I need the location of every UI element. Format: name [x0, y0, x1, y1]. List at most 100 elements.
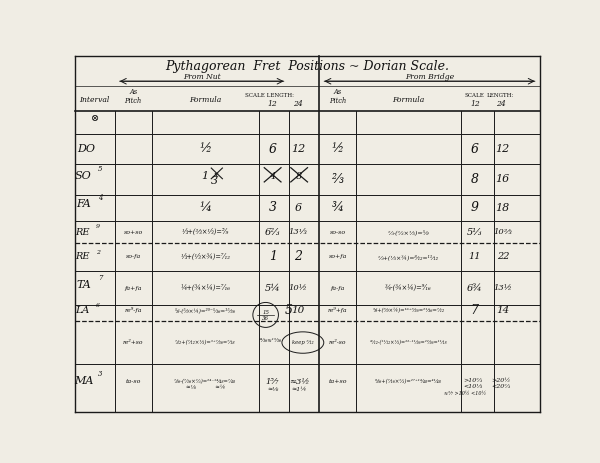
Text: 5: 5 — [98, 165, 103, 174]
Text: 12: 12 — [291, 144, 305, 154]
Text: 8: 8 — [471, 173, 479, 186]
Text: ≈⁵⁄₇ >10½ <10½: ≈⁵⁄₇ >10½ <10½ — [445, 391, 487, 396]
Text: ⁷⁄₁₂+(⁷⁄₁₂×⅓)=³⁺⁷⁄₃₆=⁷⁄₁₈: ⁷⁄₁₂+(⁷⁄₁₂×⅓)=³⁺⁷⁄₃₆=⁷⁄₁₈ — [175, 340, 235, 345]
Text: 13½: 13½ — [493, 284, 512, 292]
Text: 24: 24 — [496, 100, 505, 108]
Text: 6: 6 — [269, 143, 277, 156]
Text: 18: 18 — [496, 203, 510, 213]
Text: ¹⁴⁄₃₆≈¹⁵⁄₃₆: ¹⁴⁄₃₆≈¹⁵⁄₃₆ — [259, 338, 282, 343]
Text: RE: RE — [75, 252, 89, 262]
Text: As
Pitch: As Pitch — [329, 88, 346, 105]
Text: re⁹-fa: re⁹-fa — [124, 307, 142, 313]
Text: re⁹+fa: re⁹+fa — [328, 307, 347, 313]
Text: SCALE LENGTH:: SCALE LENGTH: — [245, 94, 293, 98]
Text: 4: 4 — [98, 194, 103, 202]
Text: 9: 9 — [471, 201, 479, 214]
Text: ⊗: ⊗ — [91, 114, 99, 123]
Text: ⅔: ⅔ — [332, 173, 344, 186]
Text: 6¾: 6¾ — [467, 284, 483, 293]
Text: 13⅓: 13⅓ — [289, 228, 308, 236]
Text: <20⅔: <20⅔ — [491, 384, 510, 389]
Text: ¼+(¾×¼)=⁷⁄₁₆: ¼+(¾×¼)=⁷⁄₁₆ — [180, 284, 230, 292]
Text: DO: DO — [77, 144, 95, 154]
Text: 14: 14 — [496, 306, 509, 315]
Text: ≈3½: ≈3½ — [289, 378, 310, 386]
Text: ≈⅛: ≈⅛ — [267, 387, 278, 392]
Text: ⁵⁄₉-(⁵⁄₉×¼)=²⁰⁻⁵⁄₃₆=¹⁵⁄₃₆: ⁵⁄₉-(⁵⁄₉×¼)=²⁰⁻⁵⁄₃₆=¹⁵⁄₃₆ — [175, 307, 236, 313]
Text: ta+so: ta+so — [328, 379, 347, 384]
Text: ¼: ¼ — [199, 201, 211, 214]
Text: 12: 12 — [496, 144, 510, 154]
Text: ≈1¼: ≈1¼ — [292, 387, 307, 392]
Text: ≈⅛           ≈¼: ≈⅛ ≈¼ — [185, 385, 225, 390]
Text: 8: 8 — [296, 172, 302, 181]
Text: 6⅔: 6⅔ — [265, 227, 281, 237]
Text: As
Pitch: As Pitch — [125, 88, 142, 105]
Text: 7: 7 — [98, 274, 103, 282]
Text: ⁹⁄₁₆+(⁷⁄₁₆×⅔)=²⁷⁺¹⁴⁄₄₈=⁴¹⁄₄₈: ⁹⁄₁₆+(⁷⁄₁₆×⅔)=²⁷⁺¹⁴⁄₄₈=⁴¹⁄₄₈ — [375, 379, 442, 384]
Text: 5⅓: 5⅓ — [467, 227, 483, 237]
Text: 4: 4 — [269, 172, 276, 181]
Text: 22: 22 — [497, 252, 509, 262]
Text: ⅓+(⅓×¾)=⁷⁄₁₂: ⅓+(⅓×¾)=⁷⁄₁₂ — [180, 253, 230, 261]
Text: Formula: Formula — [392, 96, 425, 104]
Text: 10½: 10½ — [289, 284, 308, 292]
Text: LA: LA — [75, 306, 89, 315]
Text: From Nut: From Nut — [183, 73, 221, 81]
Text: fa-fa: fa-fa — [331, 286, 345, 291]
Text: 2: 2 — [96, 250, 100, 255]
Text: TA: TA — [76, 280, 91, 290]
Text: ⅔-(⅔×⅓)=⁵⁄₉: ⅔-(⅔×⅓)=⁵⁄₉ — [388, 229, 430, 235]
Text: LENGTH:: LENGTH: — [487, 94, 514, 98]
Text: ⅔+(⅓×¾)=⁸⁄₁₂=¹¹⁄₁₂: ⅔+(⅓×¾)=⁸⁄₁₂=¹¹⁄₁₂ — [378, 254, 439, 260]
Text: 1: 1 — [202, 171, 209, 181]
Text: ¾: ¾ — [332, 201, 344, 214]
Text: x: x — [214, 171, 219, 179]
Text: >20½: >20½ — [491, 378, 510, 382]
Text: 11: 11 — [469, 252, 481, 262]
Text: Interval: Interval — [80, 96, 110, 104]
Text: 15: 15 — [262, 310, 269, 314]
Text: 1⁵⁄₇: 1⁵⁄₇ — [266, 378, 280, 386]
Text: 12: 12 — [268, 100, 277, 108]
Text: MA: MA — [74, 376, 93, 386]
Text: so-so: so-so — [329, 230, 346, 235]
Text: 10⅔: 10⅔ — [493, 228, 512, 236]
Text: Pythagorean  Fret  Positions ~ Dorian Scale.: Pythagorean Fret Positions ~ Dorian Scal… — [166, 61, 449, 74]
Text: ½: ½ — [332, 143, 344, 156]
Text: 3: 3 — [269, 201, 277, 214]
Text: 24: 24 — [293, 100, 303, 108]
Text: FA: FA — [76, 200, 91, 209]
Text: From Bridge: From Bridge — [405, 73, 454, 81]
Text: Formula: Formula — [189, 96, 221, 104]
Text: re²-so: re²-so — [329, 340, 346, 345]
Text: 16: 16 — [496, 175, 510, 184]
Text: ⁷⁄₁₆-(⁷⁄₁₆×⅔)=²⁴⁻¹⁴⁄₄₈=⁷⁄₄₈: ⁷⁄₁₆-(⁷⁄₁₆×⅔)=²⁴⁻¹⁴⁄₄₈=⁷⁄₄₈ — [174, 379, 236, 384]
Text: ¾-(¾×¼)=⁹⁄₁₆: ¾-(¾×¼)=⁹⁄₁₆ — [385, 284, 432, 292]
Text: fa+fa: fa+fa — [124, 286, 142, 291]
Text: ⅓+(⅔×⅓)=⁵⁄₉: ⅓+(⅔×⅓)=⁵⁄₉ — [182, 228, 229, 236]
Text: SO: SO — [75, 171, 92, 181]
Text: 1: 1 — [269, 250, 277, 263]
Text: 3: 3 — [211, 176, 218, 186]
Text: ½: ½ — [199, 143, 211, 156]
Text: 5: 5 — [285, 304, 293, 317]
Text: 36: 36 — [262, 316, 269, 321]
Text: SCALE: SCALE — [465, 94, 485, 98]
Text: ¹¹⁄₁₂-(¹¹⁄₁₂×⅓)=³³⁻¹¹⁄₃₆=²²⁄₃₆=¹¹⁄₁₈: ¹¹⁄₁₂-(¹¹⁄₁₂×⅓)=³³⁻¹¹⁄₃₆=²²⁄₃₆=¹¹⁄₁₈ — [370, 340, 448, 345]
Text: <10⅓: <10⅓ — [463, 384, 482, 389]
Text: RE: RE — [75, 227, 89, 237]
Text: 6: 6 — [295, 203, 302, 213]
Text: ta-so: ta-so — [125, 379, 141, 384]
Text: ⁵⁄₉+(⁵⁄₉×¼)=¹⁶⁺⁵⁄₃₆=²¹⁄₃₆=⁷⁄₁₂: ⁵⁄₉+(⁵⁄₉×¼)=¹⁶⁺⁵⁄₃₆=²¹⁄₃₆=⁷⁄₁₂ — [373, 307, 445, 313]
Text: so+so: so+so — [124, 230, 143, 235]
Text: >10⅔: >10⅔ — [463, 378, 482, 382]
Text: so+fa: so+fa — [329, 255, 347, 259]
Text: 10: 10 — [292, 306, 305, 315]
Text: so-fa: so-fa — [125, 255, 141, 259]
Text: 5¼: 5¼ — [265, 284, 281, 293]
Text: 2: 2 — [294, 250, 302, 263]
Text: 9: 9 — [96, 224, 100, 229]
Text: re²+so: re²+so — [123, 340, 143, 345]
Text: 12: 12 — [470, 100, 480, 108]
